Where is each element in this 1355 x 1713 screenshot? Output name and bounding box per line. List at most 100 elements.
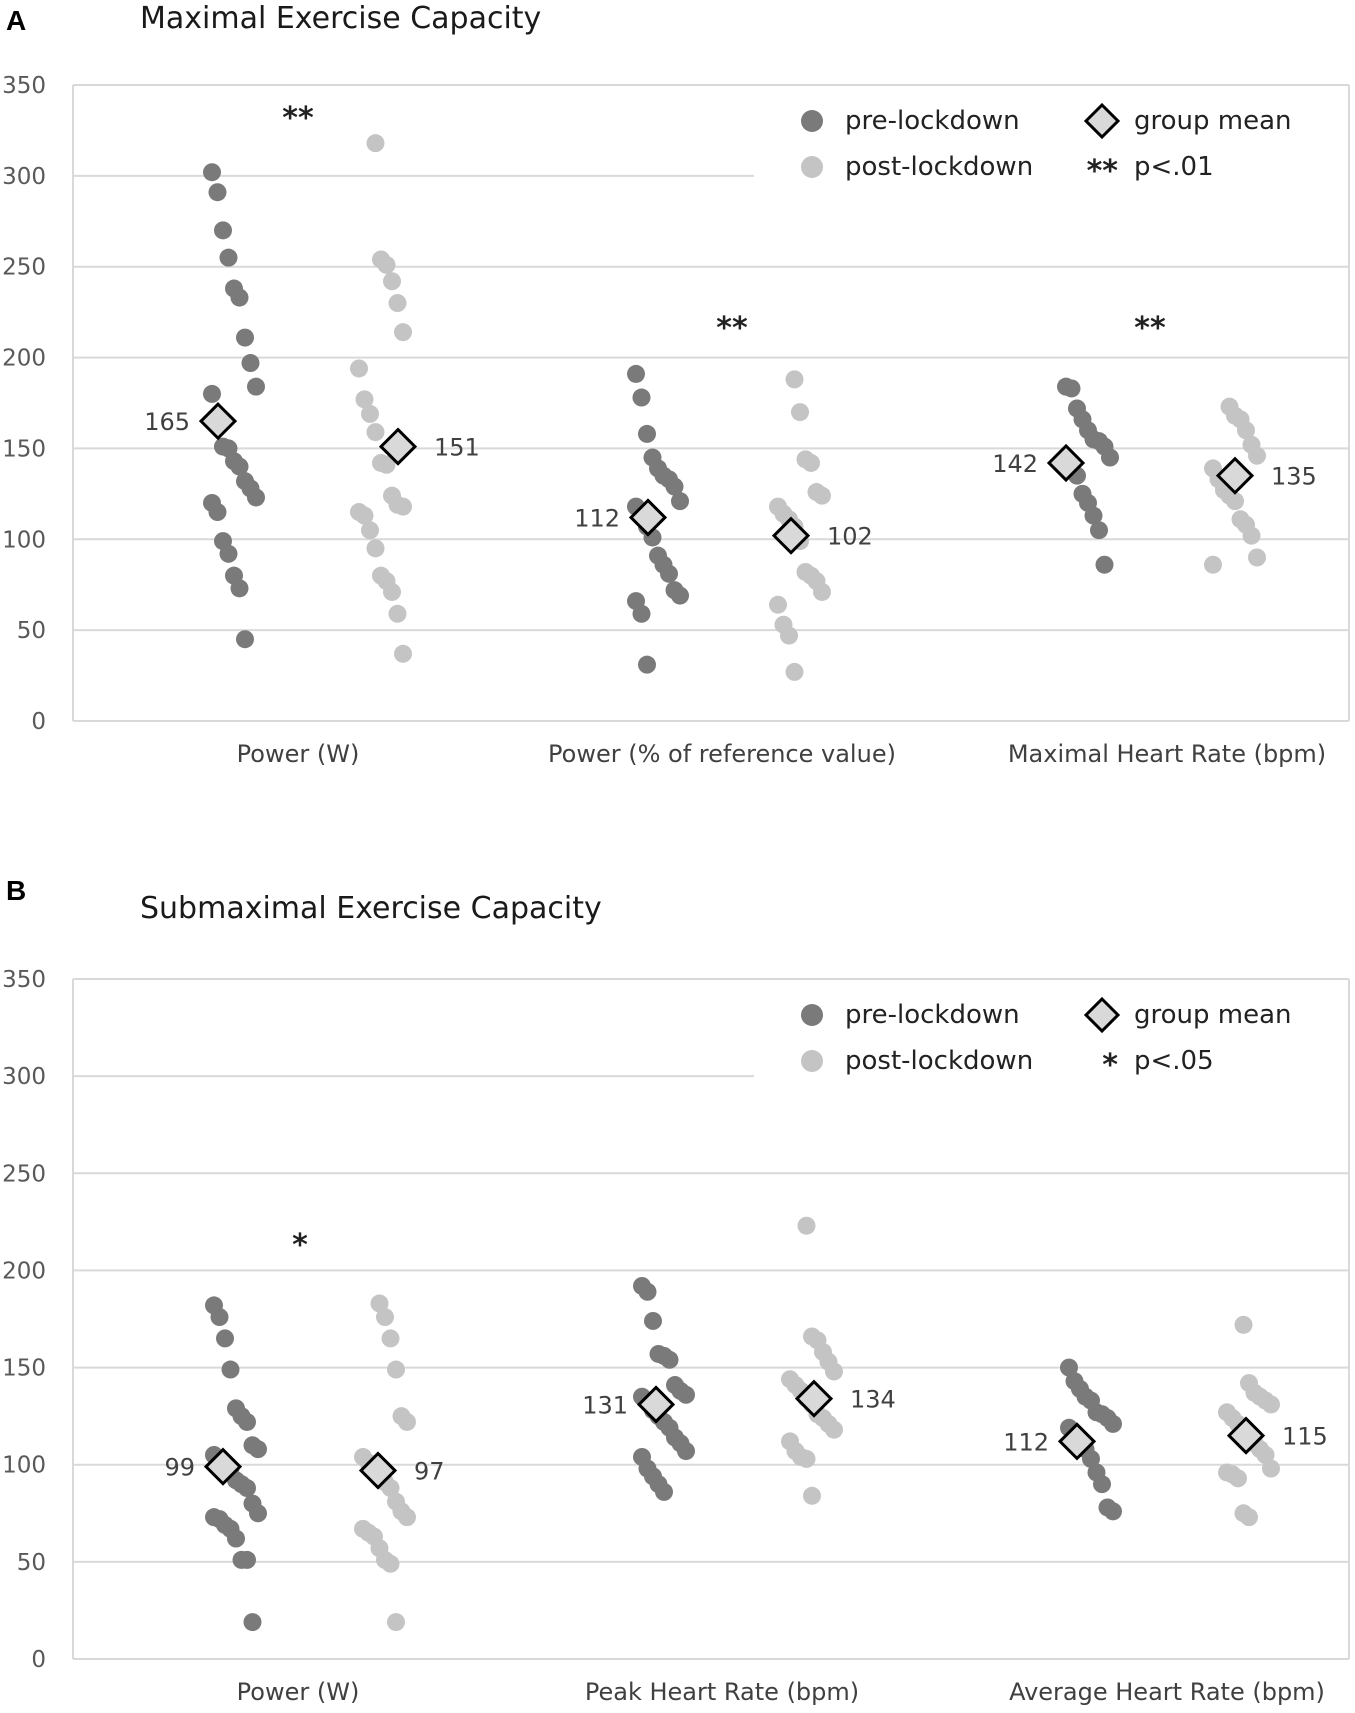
y-tick-label: 200 — [2, 1258, 46, 1284]
category-group: 165 151 ** Power (W) — [144, 101, 480, 768]
pre-lockdown-point — [671, 586, 689, 605]
post-lockdown-point — [1248, 446, 1266, 465]
post-lockdown-point — [381, 1554, 400, 1573]
post-lockdown-point — [394, 497, 412, 516]
pre-lockdown-point — [671, 492, 689, 511]
post-lockdown-point — [366, 423, 385, 442]
legend-significance-symbol: * — [1102, 1048, 1118, 1083]
legend-significance-label: p<.05 — [1134, 1046, 1214, 1076]
post-lockdown-point — [377, 455, 396, 474]
panel-b: B Submaximal Exercise Capacity 0 50 100 150 20… — [2, 875, 1350, 1706]
pre-lockdown-point — [249, 1504, 267, 1523]
y-tick-label: 250 — [2, 255, 46, 281]
post-lockdown-point — [383, 582, 401, 601]
pre-lockdown-point — [236, 328, 254, 347]
pre-lockdown-point — [632, 388, 651, 407]
panel-letter: A — [6, 5, 26, 36]
post-lockdown-point — [825, 1420, 843, 1439]
category-group: 112 115 Average Heart Rate (bpm) — [1003, 1315, 1328, 1706]
post-lockdown-point — [825, 1362, 843, 1381]
pre-lockdown-point — [219, 544, 238, 563]
legend-post-marker — [801, 156, 823, 178]
pre-mean-label: 112 — [574, 504, 620, 532]
pre-lockdown-point — [638, 655, 656, 674]
legend-post-marker — [801, 1050, 823, 1072]
post-mean-diamond — [378, 427, 418, 466]
post-lockdown-point — [769, 595, 787, 614]
y-tick-label: 200 — [2, 346, 46, 372]
pre-lockdown-point — [210, 1308, 229, 1327]
chart-title: Submaximal Exercise Capacity — [140, 891, 602, 926]
post-lockdown-point — [394, 323, 412, 342]
pre-lockdown-point — [208, 183, 227, 202]
pre-lockdown-point — [230, 457, 249, 476]
post-mean-label: 151 — [434, 434, 480, 462]
post-lockdown-point — [1240, 1508, 1258, 1527]
pre-lockdown-point — [665, 477, 684, 496]
post-mean-diamond — [1215, 456, 1255, 495]
legend-mean-marker — [1083, 996, 1121, 1034]
pre-lockdown-point — [1082, 1449, 1100, 1468]
post-mean-diamond — [358, 1451, 398, 1490]
pre-lockdown-point — [208, 503, 227, 522]
post-lockdown-point — [381, 1479, 400, 1498]
legend-pre-marker — [801, 1004, 823, 1026]
y-tick-label: 300 — [2, 1064, 46, 1090]
pre-lockdown-point — [243, 1613, 262, 1632]
y-tick-label: 0 — [31, 709, 46, 735]
category-group: 99 97 * Power (W) — [164, 1228, 444, 1706]
legend-mean-label: group mean — [1134, 1000, 1292, 1030]
post-lockdown-point — [802, 453, 820, 472]
pre-lockdown-point — [1060, 1358, 1078, 1377]
panel-a: A Maximal Exercise Capacity 0 50 100 150 200 25… — [2, 1, 1350, 768]
category-label: Peak Heart Rate (bpm) — [585, 1678, 859, 1706]
post-lockdown-point — [387, 1613, 405, 1632]
y-tick-label: 0 — [31, 1647, 46, 1673]
category-group: 131 134 Peak Heart Rate (bpm) — [582, 1216, 896, 1706]
chart-title: Maximal Exercise Capacity — [140, 1, 541, 36]
significance-marker: ** — [716, 311, 748, 346]
pre-mean-label: 165 — [144, 408, 190, 436]
post-lockdown-point — [1262, 1459, 1280, 1478]
post-lockdown-point — [383, 272, 401, 291]
pre-lockdown-point — [1095, 555, 1114, 574]
post-lockdown-point — [785, 370, 804, 389]
post-lockdown-point — [813, 486, 831, 505]
post-lockdown-point — [366, 539, 385, 558]
post-lockdown-point — [387, 1360, 405, 1379]
pre-lockdown-point — [247, 377, 265, 396]
pre-lockdown-point — [1084, 506, 1103, 525]
pre-mean-diamond — [1057, 1422, 1097, 1461]
post-mean-diamond — [771, 516, 811, 555]
post-lockdown-point — [813, 582, 831, 601]
post-lockdown-point — [398, 1508, 416, 1527]
pre-lockdown-point — [247, 488, 265, 507]
category-label: Average Heart Rate (bpm) — [1009, 1678, 1325, 1706]
category-label: Power (W) — [237, 1678, 360, 1706]
y-tick-label: 100 — [2, 1453, 46, 1479]
pre-lockdown-point — [216, 1329, 234, 1348]
pre-lockdown-point — [632, 604, 651, 623]
y-tick-label: 250 — [2, 1161, 46, 1187]
pre-lockdown-point — [1062, 379, 1081, 398]
post-lockdown-point — [797, 1216, 816, 1235]
pre-mean-label: 131 — [582, 1391, 628, 1419]
post-lockdown-point — [381, 1329, 400, 1348]
pre-lockdown-point — [1090, 521, 1108, 540]
post-mean-diamond — [1226, 1416, 1266, 1455]
post-lockdown-point — [361, 404, 379, 423]
post-lockdown-point — [1248, 548, 1266, 567]
significance-marker: ** — [282, 101, 314, 136]
post-lockdown-point — [791, 403, 809, 422]
pre-mean-diamond — [198, 402, 238, 441]
post-lockdown-point — [377, 255, 396, 274]
post-mean-label: 135 — [1271, 463, 1317, 491]
post-lockdown-point — [1242, 526, 1261, 545]
post-lockdown-point — [355, 506, 374, 525]
panel-letter: B — [6, 875, 26, 906]
significance-marker: ** — [1134, 311, 1166, 346]
post-mean-label: 97 — [414, 1458, 445, 1486]
category-label: Power (% of reference value) — [548, 740, 896, 768]
post-lockdown-point — [388, 294, 407, 313]
